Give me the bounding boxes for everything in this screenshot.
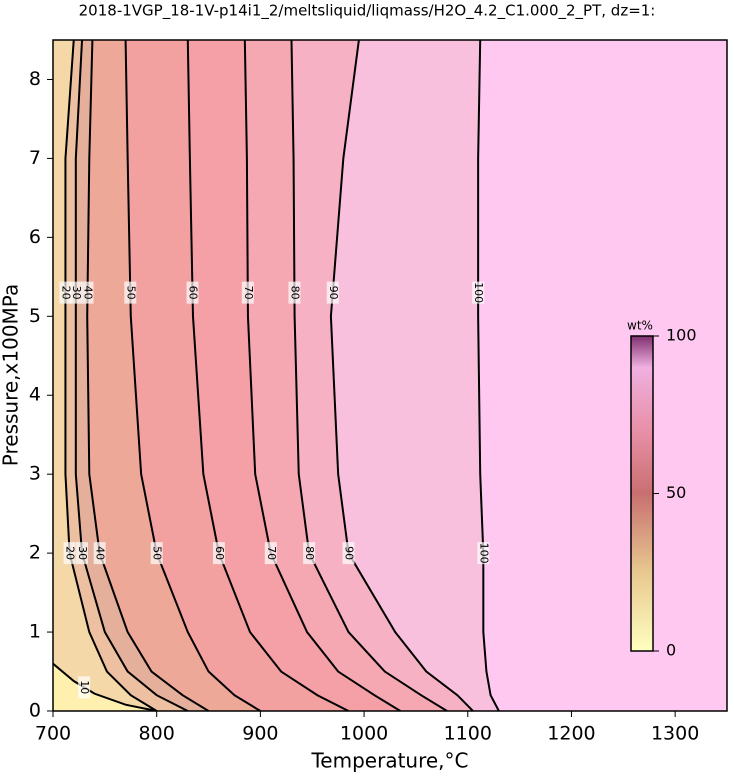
colorbar-tick-label: 100 bbox=[666, 326, 697, 345]
contour-label-bg bbox=[288, 281, 301, 304]
x-tick-label: 1200 bbox=[547, 723, 595, 745]
contour-label: 90 bbox=[327, 286, 340, 300]
contour-label-bg bbox=[342, 542, 355, 565]
y-tick-label: 5 bbox=[29, 305, 41, 327]
x-tick-label: 800 bbox=[139, 723, 175, 745]
contour-label-bg bbox=[326, 281, 339, 304]
contour-fill bbox=[53, 40, 157, 711]
contour-label-bg bbox=[150, 542, 163, 565]
contour-label-bg bbox=[186, 281, 199, 304]
contour-label-bg bbox=[477, 542, 490, 565]
contour-label: 60 bbox=[187, 286, 200, 300]
contour-label: 20 bbox=[59, 286, 72, 300]
y-tick-label: 4 bbox=[29, 384, 41, 406]
x-tick-label: 1300 bbox=[651, 723, 699, 745]
contour-label-bg bbox=[264, 542, 277, 565]
plot-frame bbox=[52, 39, 728, 712]
x-tick-label: 1000 bbox=[340, 723, 388, 745]
contour-label: 70 bbox=[265, 546, 278, 560]
y-tick-label: 3 bbox=[29, 463, 41, 485]
contour-label: 40 bbox=[82, 286, 95, 300]
y-axis-label: Pressure,x100MPa bbox=[0, 284, 23, 466]
contour-label: 40 bbox=[94, 546, 107, 560]
x-tick-label: 1100 bbox=[444, 723, 492, 745]
contour-label-bg bbox=[124, 281, 137, 304]
contour-fill bbox=[53, 40, 209, 711]
contour-label-bg bbox=[212, 542, 225, 565]
x-tick-label: 700 bbox=[35, 723, 71, 745]
contour-label: 50 bbox=[124, 286, 137, 300]
contour-label: 90 bbox=[343, 546, 356, 560]
colorbar-tick-label: 50 bbox=[666, 483, 686, 502]
y-tick-label: 2 bbox=[29, 542, 41, 564]
contour-label: 10 bbox=[78, 680, 91, 694]
contour-label: 30 bbox=[76, 546, 89, 560]
contour-label: 80 bbox=[288, 286, 301, 300]
contour-label-bg bbox=[78, 676, 91, 699]
contour-label-bg bbox=[76, 542, 89, 565]
x-tick-label: 900 bbox=[242, 723, 278, 745]
contour-label-bg bbox=[303, 542, 316, 565]
y-tick-label: 1 bbox=[29, 621, 41, 643]
chart-title: 2018-1VGP_18-1V-p14i1_2/meltsliquid/liqm… bbox=[79, 2, 656, 21]
contour-label-bg bbox=[93, 542, 106, 565]
contour-label-bg bbox=[69, 281, 82, 304]
contour-label-bg bbox=[472, 281, 485, 304]
contour-label: 100 bbox=[477, 543, 490, 564]
contour-line bbox=[53, 662, 157, 711]
colorbar-axis: 0 50 100 bbox=[653, 326, 697, 660]
contour-fill bbox=[53, 663, 157, 711]
y-tick-label: 0 bbox=[29, 700, 41, 722]
contour-label-bg bbox=[241, 281, 254, 304]
colorbar-tick-label: 0 bbox=[666, 641, 676, 660]
colorbar-label: wt% bbox=[627, 319, 653, 333]
y-tick-label: 6 bbox=[29, 226, 41, 248]
contour-label: 30 bbox=[70, 286, 83, 300]
contour-label: 50 bbox=[151, 546, 164, 560]
contour-label-bg bbox=[63, 542, 76, 565]
y-tick-label: 7 bbox=[29, 147, 41, 169]
y-tick-label: 8 bbox=[29, 68, 41, 90]
x-axis-label: Temperature,°C bbox=[310, 749, 468, 773]
contour-label: 70 bbox=[242, 286, 255, 300]
contour-label: 80 bbox=[303, 546, 316, 560]
contour-label-bg bbox=[81, 281, 94, 304]
contour-label-bg bbox=[59, 281, 72, 304]
contour-label: 20 bbox=[64, 546, 77, 560]
contour-label: 60 bbox=[213, 546, 226, 560]
contour-label: 100 bbox=[472, 282, 485, 303]
colorbar bbox=[630, 335, 654, 652]
